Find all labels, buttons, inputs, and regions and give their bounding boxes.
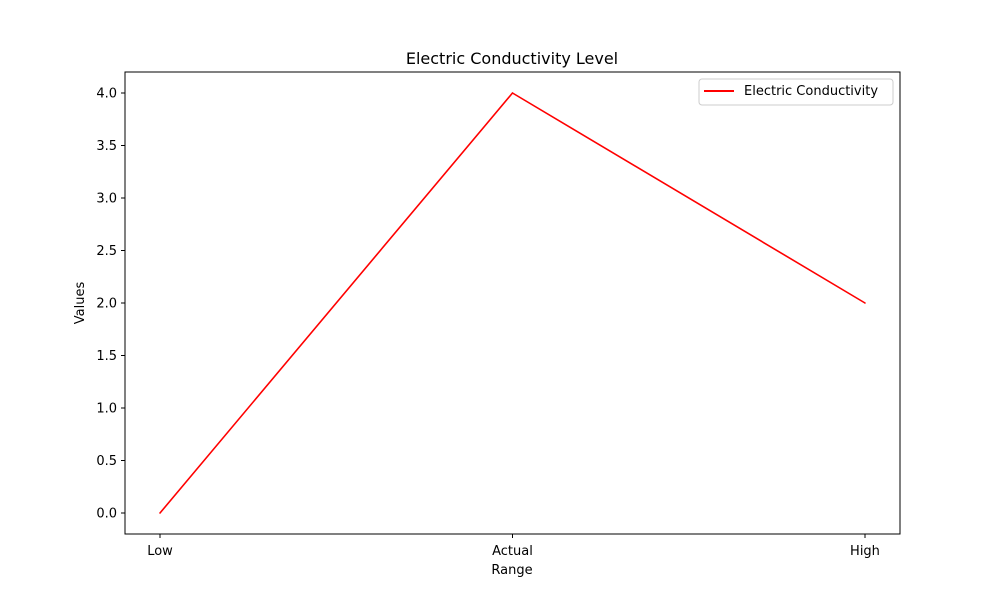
y-tick-label: 0.0	[96, 507, 117, 522]
legend: Electric Conductivity	[698, 78, 894, 106]
legend-label: Electric Conductivity	[744, 84, 878, 99]
series-layer	[159, 92, 866, 514]
x-tick-label: High	[850, 544, 880, 559]
x-tick-label: Low	[147, 544, 173, 559]
data-point	[159, 512, 161, 514]
y-tick-label: 1.0	[96, 402, 117, 417]
x-tick-label: Actual	[492, 544, 533, 559]
x-axis-label: Range	[491, 563, 532, 578]
y-tick-label: 2.0	[96, 297, 117, 312]
y-tick-label: 3.0	[96, 192, 117, 207]
x-axis-ticks: Low Actual High	[147, 534, 880, 559]
chart-title: Electric Conductivity Level	[406, 49, 618, 68]
legend-box	[698, 78, 894, 106]
y-tick-label: 2.5	[96, 244, 117, 259]
plot-area-frame	[124, 71, 901, 535]
y-axis-ticks: 0.0 0.5 1.0 1.5 2.0 2.5 3.0 3.5 4.0	[96, 87, 125, 522]
y-tick-label: 3.5	[96, 139, 117, 154]
y-tick-label: 4.0	[96, 87, 117, 102]
y-tick-label: 1.5	[96, 349, 117, 364]
y-axis-label: Values	[73, 282, 88, 325]
y-tick-label: 0.5	[96, 454, 117, 469]
data-point	[864, 302, 866, 304]
data-point	[511, 92, 514, 94]
